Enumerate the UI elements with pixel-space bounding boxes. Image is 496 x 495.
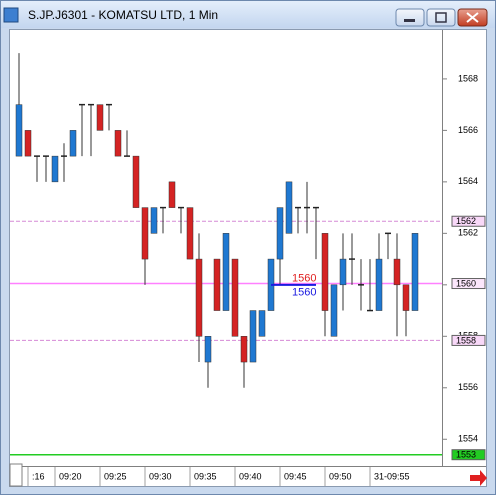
candle-body bbox=[240, 336, 248, 363]
y-tick-label: 1556 bbox=[458, 382, 478, 392]
y-tick-label: 1562 bbox=[458, 228, 478, 238]
y-tick-label: 1564 bbox=[458, 176, 478, 186]
candle-body bbox=[195, 258, 203, 337]
x-tick-label: 09:45 bbox=[284, 471, 307, 481]
y-tick-label: 1554 bbox=[458, 434, 478, 444]
minimize-button[interactable] bbox=[395, 8, 425, 27]
x-tick-label: 09:40 bbox=[239, 471, 262, 481]
maximize-button[interactable] bbox=[426, 8, 456, 27]
candle-body bbox=[132, 155, 140, 208]
candle-body bbox=[330, 284, 338, 337]
candle-body bbox=[204, 336, 212, 363]
trade-tag: 1560 bbox=[292, 287, 316, 299]
price-level-label: 1553 bbox=[456, 450, 476, 460]
x-tick-label: 09:30 bbox=[149, 471, 172, 481]
price-level-label: 1560 bbox=[456, 278, 476, 288]
trade-tag: 1560 bbox=[292, 273, 316, 285]
candle-body bbox=[96, 104, 104, 131]
y-tick-label: 1566 bbox=[458, 125, 478, 135]
candle-body bbox=[285, 181, 293, 234]
candle-body bbox=[249, 310, 257, 363]
candle-body bbox=[339, 258, 347, 286]
candle-body bbox=[114, 130, 122, 157]
price-level-tag bbox=[451, 449, 486, 461]
candle-body bbox=[15, 104, 23, 157]
candle-body bbox=[69, 130, 77, 157]
candle-body bbox=[231, 258, 239, 337]
close-icon bbox=[466, 12, 479, 23]
candle-body bbox=[411, 233, 419, 311]
x-tick-label: 09:50 bbox=[329, 471, 352, 481]
price-level-tag bbox=[451, 278, 486, 290]
scroll-right-arrow[interactable] bbox=[470, 470, 487, 486]
price-level-label: 1558 bbox=[456, 335, 476, 345]
candle-body bbox=[213, 258, 221, 311]
candle-body bbox=[321, 233, 329, 311]
chart-area bbox=[9, 29, 487, 487]
scroll-box[interactable] bbox=[9, 463, 23, 487]
price-level-label: 1562 bbox=[456, 216, 476, 226]
candle-body bbox=[141, 207, 149, 260]
candle-body bbox=[51, 155, 59, 183]
x-tick-label: :16 bbox=[32, 471, 45, 481]
candle-body bbox=[168, 181, 176, 208]
candle-body bbox=[402, 284, 410, 311]
x-tick-label: 09:20 bbox=[59, 471, 82, 481]
minimize-icon bbox=[404, 19, 415, 22]
candle-body bbox=[150, 207, 158, 234]
x-tick-label: 09:25 bbox=[104, 471, 127, 481]
y-tick-label: 1568 bbox=[458, 73, 478, 83]
candle-body bbox=[222, 233, 230, 311]
x-tick-label: 09:35 bbox=[194, 471, 217, 481]
price-level-tag bbox=[451, 334, 486, 346]
candle-body bbox=[186, 207, 194, 260]
candle-body bbox=[258, 310, 266, 337]
candle-body bbox=[393, 258, 401, 286]
x-tick-label: 31-09:55 bbox=[374, 471, 410, 481]
candle-body bbox=[24, 130, 32, 157]
window-title: S.JP.J6301 - KOMATSU LTD, 1 Min bbox=[28, 8, 218, 22]
app-icon bbox=[3, 7, 19, 23]
price-level-tag bbox=[451, 215, 486, 227]
candle-body bbox=[375, 258, 383, 311]
candle-body bbox=[276, 207, 284, 260]
maximize-icon bbox=[435, 12, 447, 23]
